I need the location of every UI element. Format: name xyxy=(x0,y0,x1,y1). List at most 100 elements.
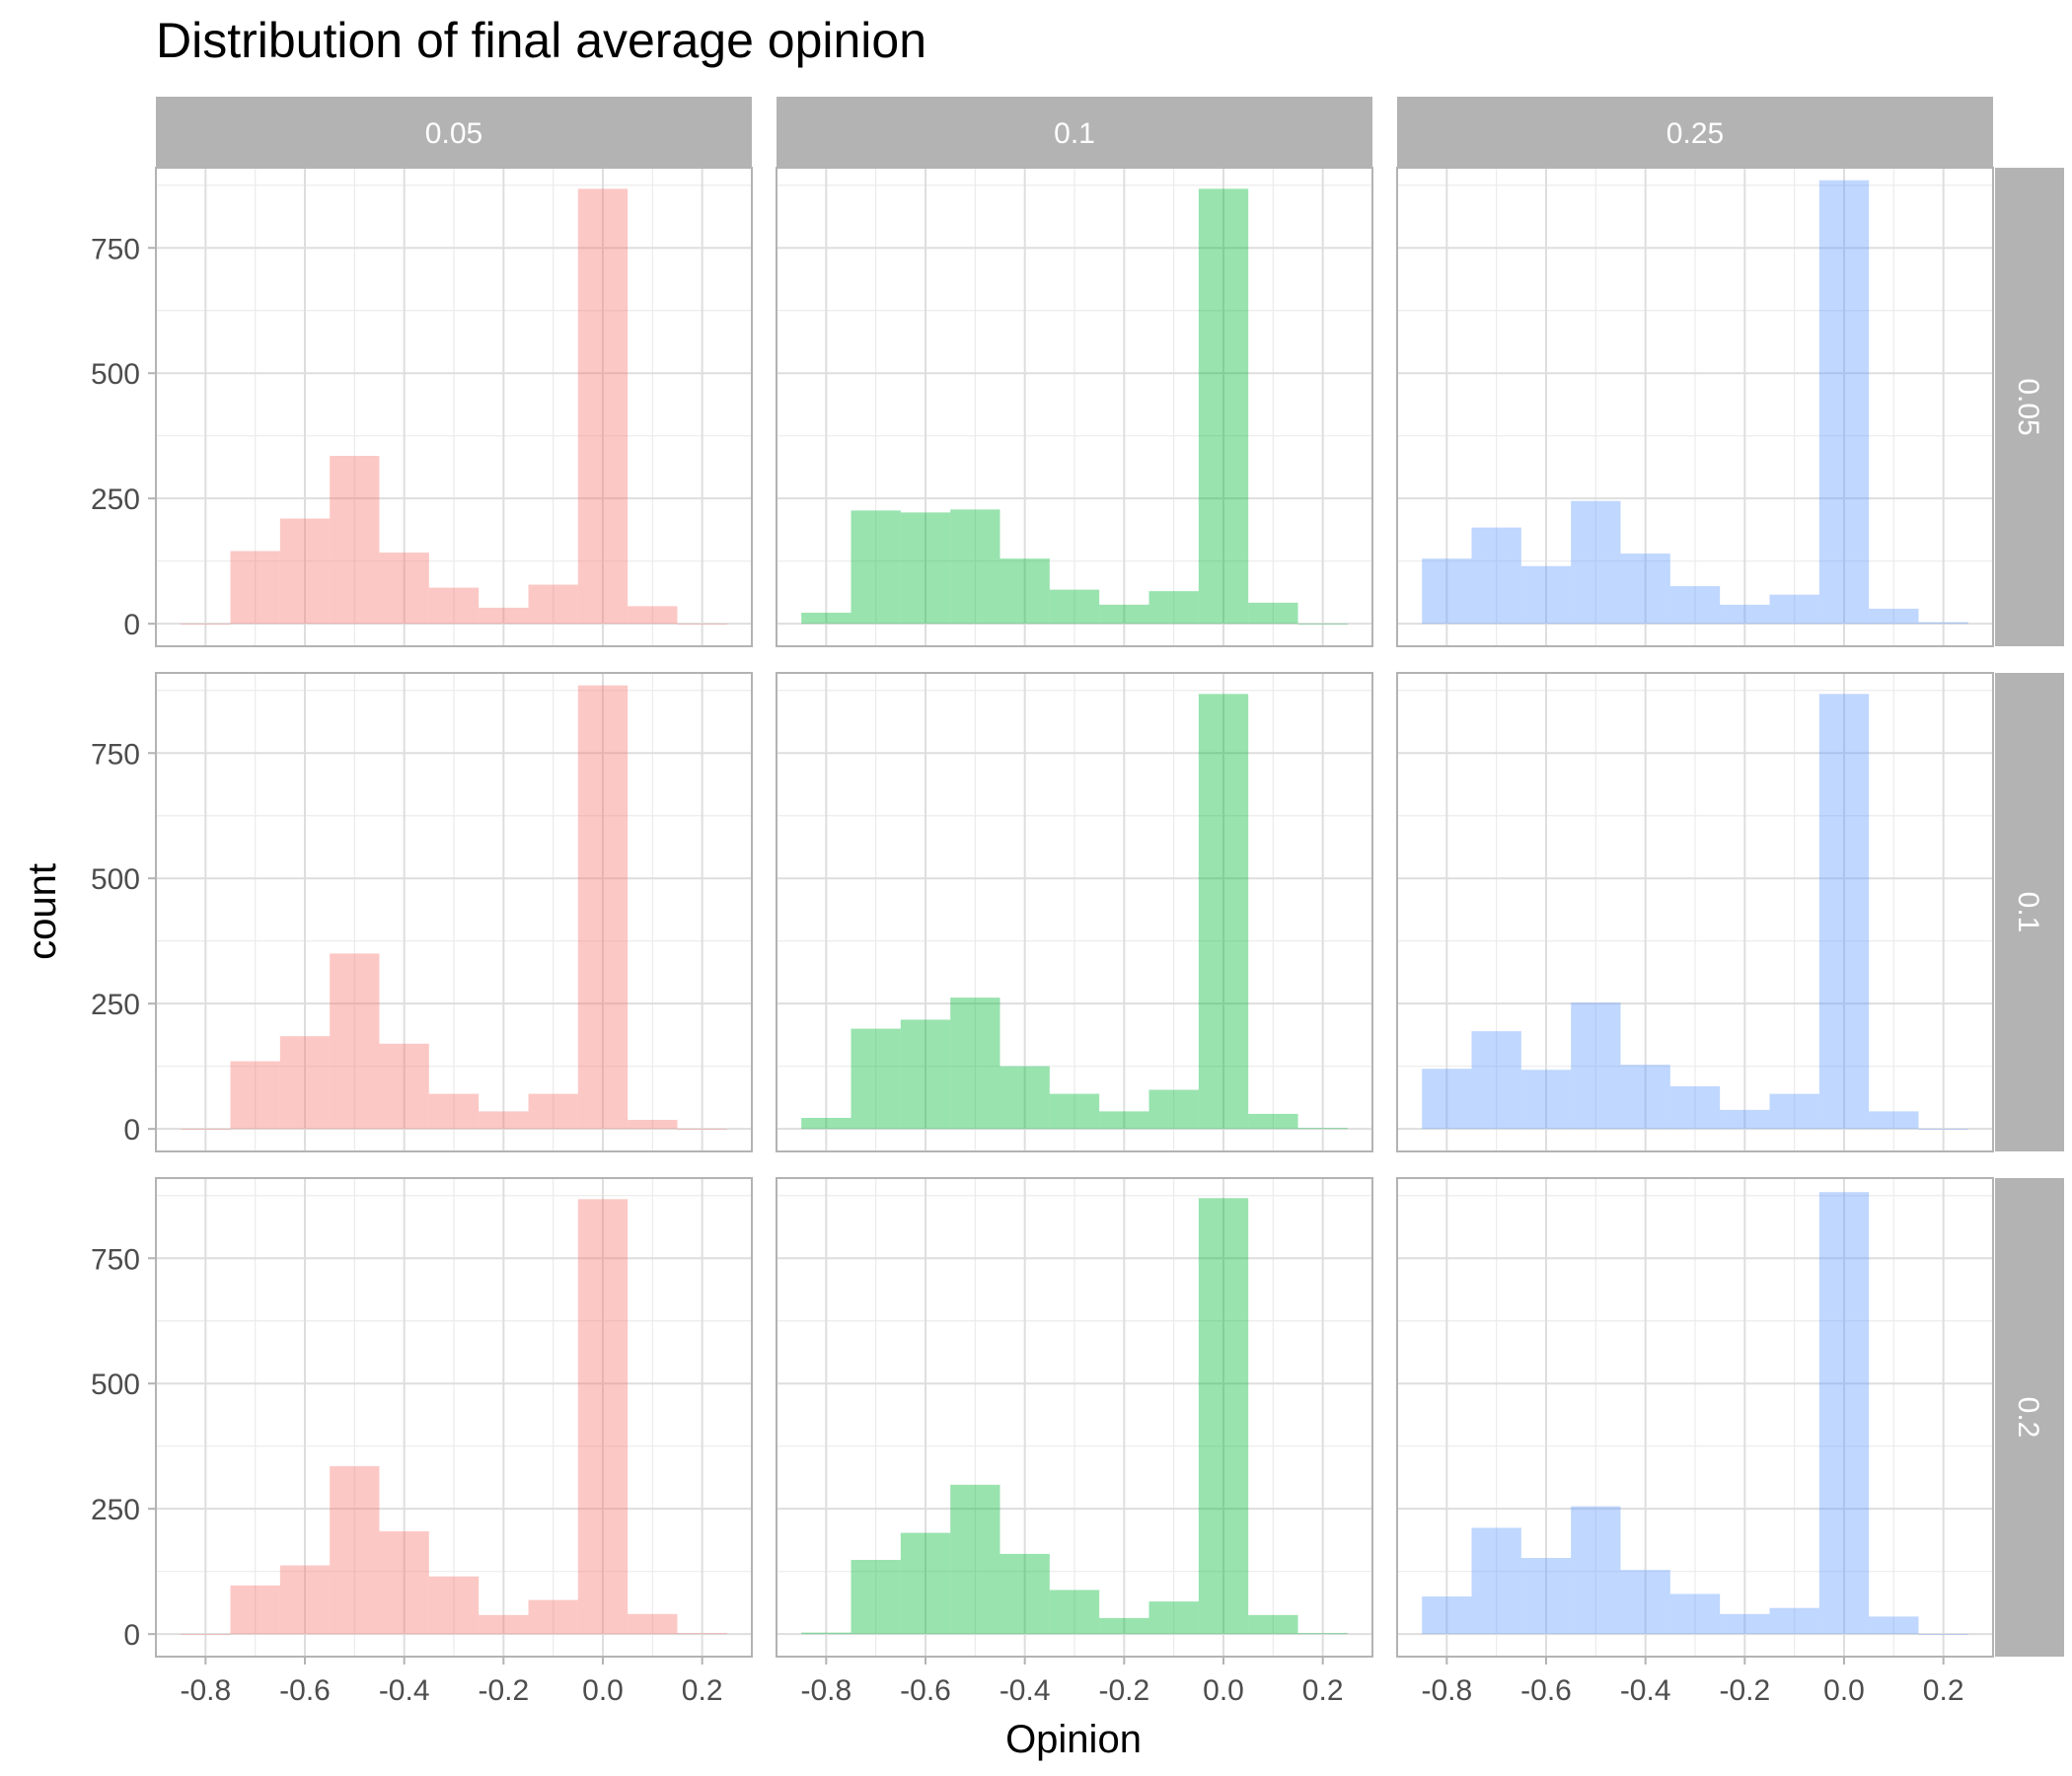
row-strip xyxy=(1995,1178,2064,1657)
histogram-bar xyxy=(1818,180,1870,625)
histogram-bar xyxy=(577,1199,629,1635)
histogram-bar xyxy=(628,1613,678,1635)
histogram-bar xyxy=(1471,1527,1521,1635)
column-strip xyxy=(777,97,1372,168)
x-axis-title: Opinion xyxy=(1005,1718,1142,1761)
histogram-bar xyxy=(528,1093,578,1130)
histogram-bar xyxy=(1669,586,1721,625)
histogram-bar xyxy=(1818,1192,1870,1635)
histogram-bar xyxy=(479,1614,529,1635)
histogram-bar xyxy=(181,1634,231,1635)
histogram-bar xyxy=(1918,622,1968,625)
histogram-bar xyxy=(379,553,429,625)
histogram-bar xyxy=(1099,1617,1149,1635)
panel-border xyxy=(776,1177,1373,1658)
row-strip xyxy=(1995,673,2064,1151)
y-tick-label: 750 xyxy=(91,1243,140,1276)
panel-r1-c0: 0 250 500 750 xyxy=(91,672,753,1152)
x-tick-label: 0.2 xyxy=(1923,1674,1964,1707)
panel-r0-c2 xyxy=(1396,167,1994,647)
histogram-bar xyxy=(1297,624,1348,625)
histogram-bar xyxy=(801,1632,851,1635)
y-tick-label: 0 xyxy=(123,1619,140,1652)
histogram-bar xyxy=(677,1633,727,1635)
histogram-bar xyxy=(1520,1070,1572,1130)
histogram-bar xyxy=(628,1120,678,1130)
panel-border xyxy=(155,672,753,1152)
histogram-bar xyxy=(1422,558,1472,625)
histogram-bar xyxy=(1049,1590,1100,1635)
histogram-bar xyxy=(1620,1065,1670,1130)
histogram-bar xyxy=(1571,1506,1621,1635)
panel-r0-c1 xyxy=(776,167,1373,647)
histogram-bar xyxy=(1471,527,1521,625)
column-strip xyxy=(1397,97,1993,168)
histogram-bar xyxy=(1297,1633,1348,1635)
x-tick-label: -0.4 xyxy=(1620,1674,1671,1707)
histogram-bar xyxy=(330,1466,380,1635)
histogram-bar xyxy=(1148,591,1199,625)
histogram-bar xyxy=(1198,1198,1249,1635)
histogram-bar xyxy=(801,1117,851,1130)
row-strip-label: 0.2 xyxy=(2012,1397,2044,1439)
histogram-bar xyxy=(1049,1093,1100,1130)
x-tick-label: -0.4 xyxy=(999,1674,1051,1707)
chart-title: Distribution of final average opinion xyxy=(156,13,926,68)
histogram-bar xyxy=(1520,565,1572,625)
histogram-bar xyxy=(1769,594,1819,625)
y-tick-label: 500 xyxy=(91,1369,140,1401)
histogram-bar xyxy=(677,1129,727,1130)
histogram-bar xyxy=(1571,500,1621,625)
histogram-bar xyxy=(479,1111,529,1130)
histogram-bar xyxy=(1248,1614,1298,1635)
histogram-bar xyxy=(801,612,851,625)
x-tick-label: -0.2 xyxy=(1719,1674,1770,1707)
histogram-bar xyxy=(1099,1111,1149,1130)
column-strip-label: 0.25 xyxy=(1666,117,1724,150)
histogram-bar xyxy=(999,1553,1050,1635)
x-tick-label: -0.6 xyxy=(1520,1674,1572,1707)
x-tick-label: -0.6 xyxy=(900,1674,951,1707)
histogram-bar xyxy=(428,587,480,625)
panel-border xyxy=(1396,1177,1994,1658)
histogram-bar xyxy=(1869,1616,1919,1635)
x-tick-label: 0.2 xyxy=(1302,1674,1344,1707)
y-tick-label: 250 xyxy=(91,989,140,1021)
histogram-bar xyxy=(428,1576,480,1635)
histogram-bar xyxy=(379,1531,429,1635)
histogram-bar xyxy=(1818,694,1870,1130)
histogram-bar xyxy=(1620,1570,1670,1635)
histogram-bar xyxy=(950,998,1000,1130)
histogram-bar xyxy=(851,1028,901,1130)
histogram-bar xyxy=(1620,554,1670,625)
histogram-bar xyxy=(230,1585,280,1635)
y-tick-label: 0 xyxy=(123,1114,140,1147)
histogram-bar xyxy=(428,1093,480,1130)
histogram-bar xyxy=(1148,1601,1199,1635)
histogram-bar xyxy=(851,1559,901,1635)
histogram-bar xyxy=(1198,188,1249,625)
histogram-bar xyxy=(1422,1069,1472,1130)
histogram-bar xyxy=(999,558,1050,625)
histogram-bar xyxy=(479,607,529,625)
histogram-bar xyxy=(1148,1089,1199,1130)
histogram-bar xyxy=(1571,1002,1621,1130)
y-tick-label: 500 xyxy=(91,358,140,391)
x-tick-label: -0.2 xyxy=(1098,1674,1149,1707)
histogram-bar xyxy=(900,1019,951,1130)
x-tick-label: 0.0 xyxy=(1823,1674,1865,1707)
panel-r2-c1: -0.8 -0.6 -0.4 -0.2 0.0 0.2 xyxy=(776,1177,1373,1707)
y-tick-label: 250 xyxy=(91,483,140,516)
histogram-bar xyxy=(1669,1593,1721,1635)
row-strip xyxy=(1995,168,2064,646)
y-tick-label: 0 xyxy=(123,609,140,641)
histogram-bar xyxy=(279,1565,331,1635)
histogram-bar xyxy=(1869,1111,1919,1130)
panel-border xyxy=(776,672,1373,1152)
x-tick-label: -0.8 xyxy=(800,1674,851,1707)
histogram-bar xyxy=(628,606,678,625)
x-tick-label: 0.0 xyxy=(582,1674,624,1707)
panel-r1-c2 xyxy=(1396,672,1994,1152)
